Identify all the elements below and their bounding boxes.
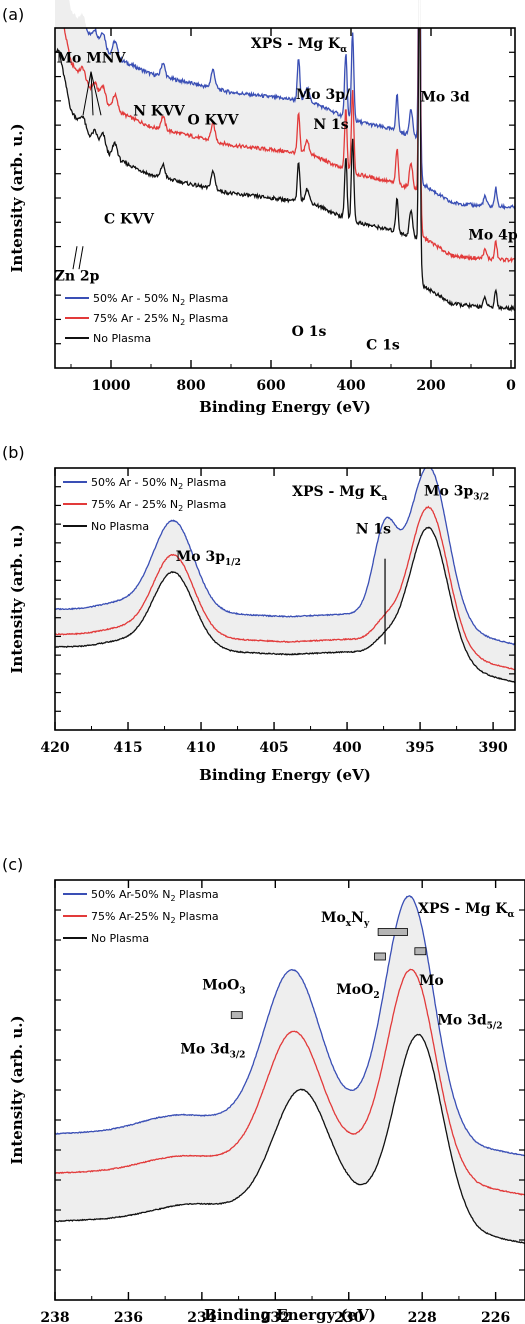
peak-annotation: Mo MNV (57, 50, 127, 66)
shaded-band (55, 895, 525, 1244)
chart-title: XPS - Mg Ka (292, 484, 387, 503)
x-tick-label: 390 (478, 740, 507, 756)
series-line-0 (55, 468, 515, 646)
series-line-0 (85, 28, 515, 211)
peak-annotation: Mo 3p1/2 (176, 549, 241, 568)
peak-annotation: O 1s (292, 324, 327, 340)
series-line-1 (55, 505, 515, 671)
panel-label: (a) (2, 5, 24, 24)
series-line-0 (55, 895, 525, 1157)
x-tick-label: 228 (408, 1310, 437, 1324)
chart-title: XPS - Mg Kα (251, 36, 347, 55)
peak-annotation: N 1s (356, 522, 391, 538)
series-line-2 (55, 526, 515, 684)
series-line-2 (55, 28, 515, 312)
x-axis-label: Binding Energy (eV) (204, 1306, 376, 1324)
series-line-1 (55, 968, 525, 1196)
mnv-leader-line (82, 71, 92, 116)
shaded-band (55, 465, 515, 683)
y-axis-label: Intensity (arb. u.) (8, 123, 26, 272)
x-tick-label: 200 (416, 378, 445, 394)
x-tick-label: 0 (506, 378, 516, 394)
series-line-1 (63, 28, 515, 264)
x-tick-label: 234 (187, 1310, 216, 1324)
x-tick-label: 1000 (92, 378, 131, 394)
x-tick-label: 800 (176, 378, 205, 394)
peak-annotation: Mo 3d3/2 (180, 1041, 245, 1060)
x-tick-label: 226 (481, 1310, 510, 1324)
peak-annotation: Mo (419, 973, 444, 989)
x-tick-label: 420 (40, 740, 69, 756)
shaded-band (55, 0, 515, 311)
reference-bar (230, 1011, 243, 1020)
panel-a: (a) 1000 800 600 400 200 0 Binding Energy (eV) I… (2, 0, 518, 416)
peak-annotation: Mo 3p3/2 (424, 484, 489, 503)
x-tick-label: 400 (336, 378, 365, 394)
x-tick-label: 230 (334, 1310, 363, 1324)
peak-annotation: Mo 3d5/2 (437, 1012, 502, 1031)
legend-entry: 50% Ar - 50% N2 Plasma (93, 292, 228, 307)
reference-bar (374, 952, 386, 961)
mnv-leader-line (90, 71, 94, 116)
x-tick-label: 238 (40, 1310, 69, 1324)
legend-entry: 50% Ar-50% N2 Plasma (91, 888, 219, 903)
x-tick-label: 405 (259, 740, 288, 756)
legend-entry: No Plasma (91, 520, 149, 533)
x-tick-label: 400 (332, 740, 361, 756)
x-tick-label: 232 (261, 1310, 290, 1324)
peak-annotation: MoO3 (202, 977, 245, 996)
reference-bar (414, 947, 427, 956)
peak-annotation: Mo 3d (420, 90, 469, 106)
x-tick-label: 410 (186, 740, 215, 756)
x-tick-label: 415 (113, 740, 142, 756)
peak-annotation: MoxNy (321, 910, 370, 929)
peak-annotation: C 1s (366, 338, 400, 354)
peak-annotation: N 1s (313, 117, 348, 133)
mnv-leader-line (90, 71, 102, 116)
x-axis-label: Binding Energy (eV) (199, 398, 371, 416)
panel-c: (c) 238 236 234 232 230 228 226 Binding Energy (… (2, 855, 525, 1324)
series-line-2 (55, 1033, 525, 1245)
legend-entry: No Plasma (93, 332, 151, 345)
panel-b: (b) 420 415 410 405 400 395 390 Binding Energy (… (2, 443, 516, 784)
x-tick-label: 600 (256, 378, 285, 394)
legend-entry: 75% Ar - 25% N2 Plasma (93, 312, 228, 327)
peak-annotation: Mo 3p/ (296, 87, 351, 103)
legend-entry: 75% Ar-25% N2 Plasma (91, 910, 219, 925)
reference-bar (377, 928, 408, 936)
peak-annotation: Mo 4p (468, 227, 517, 243)
peak-annotation: O KVV (188, 112, 240, 128)
y-axis-label: Intensity (arb. u.) (8, 524, 26, 673)
zn-leader-line (78, 246, 84, 270)
y-axis-label: Intensity (arb. u.) (8, 1015, 26, 1164)
legend-entry: No Plasma (91, 932, 149, 945)
peak-annotation: N KVV (133, 103, 186, 119)
chart-title: XPS - Mg Kα (418, 901, 514, 920)
legend-entry: 50% Ar - 50% N2 Plasma (91, 476, 226, 491)
x-tick-label: 236 (114, 1310, 143, 1324)
panel-label: (b) (2, 443, 25, 462)
panel-label: (c) (2, 855, 23, 874)
peak-annotation: C KVV (104, 211, 155, 227)
zn-leader-line (72, 246, 78, 270)
x-axis-label: Binding Energy (eV) (199, 766, 371, 784)
peak-annotation: MoO2 (336, 982, 379, 1001)
peak-annotation: Zn 2p (55, 269, 100, 285)
legend-entry: 75% Ar - 25% N2 Plasma (91, 498, 226, 513)
x-tick-label: 395 (405, 740, 434, 756)
